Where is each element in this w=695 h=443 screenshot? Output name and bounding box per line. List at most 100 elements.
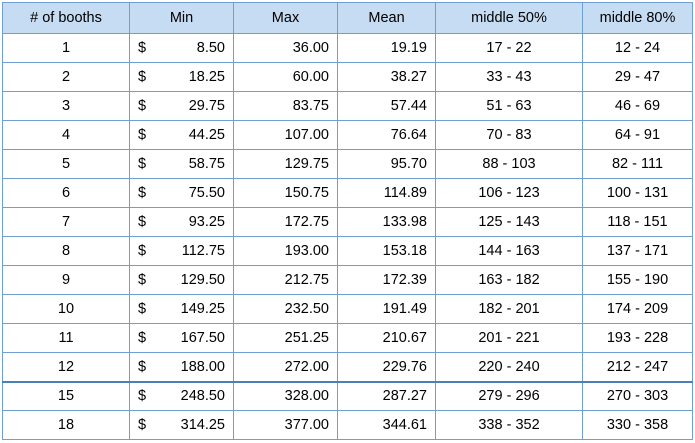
cell-max: 251.25 (233, 323, 338, 353)
cell-middle-80: 100 - 131 (582, 178, 693, 208)
cell-mean: 38.27 (337, 62, 436, 92)
cell-middle-50: 182 - 201 (435, 294, 583, 324)
cell-middle-80: 270 - 303 (582, 380, 693, 411)
min-value: 167.50 (180, 330, 225, 346)
header-row: # of booths Min Max Mean middle 50% midd… (2, 2, 693, 34)
header-middle-50: middle 50% (435, 2, 583, 34)
cell-mean: 229.76 (337, 352, 436, 382)
cell-mean: 114.89 (337, 178, 436, 208)
cell-min: $58.75 (129, 149, 234, 179)
cell-min: $314.25 (129, 410, 234, 440)
table-row: 9 $129.50 212.75 172.39 163 - 182 155 - 190 (2, 265, 693, 295)
min-value: 44.25 (188, 127, 225, 143)
cell-middle-50: 33 - 43 (435, 62, 583, 92)
cell-min: $248.50 (129, 380, 234, 411)
cell-min: $18.25 (129, 62, 234, 92)
cell-middle-50: 88 - 103 (435, 149, 583, 179)
table-row: 5 $58.75 129.75 95.70 88 - 103 82 - 111 (2, 149, 693, 179)
cell-booths: 15 (2, 380, 130, 411)
cell-max: 328.00 (233, 380, 338, 411)
cell-middle-50: 17 - 22 (435, 33, 583, 63)
min-value: 149.25 (180, 301, 225, 317)
cell-min: $112.75 (129, 236, 234, 266)
cell-booths: 6 (2, 178, 130, 208)
table-row: 15 $248.50 328.00 287.27 279 - 296 270 - 303 (2, 380, 693, 411)
currency-symbol: $ (138, 358, 147, 375)
cell-middle-80: 330 - 358 (582, 410, 693, 440)
cell-mean: 57.44 (337, 91, 436, 121)
table-row: 8 $112.75 193.00 153.18 144 - 163 137 - 171 (2, 236, 693, 266)
currency-symbol: $ (138, 40, 147, 56)
cell-max: 60.00 (233, 62, 338, 92)
cell-middle-50: 163 - 182 (435, 265, 583, 295)
cell-middle-50: 220 - 240 (435, 352, 583, 382)
cell-max: 36.00 (233, 33, 338, 63)
header-middle-80: middle 80% (582, 2, 693, 34)
min-value: 129.50 (180, 272, 225, 288)
cell-max: 172.75 (233, 207, 338, 237)
cell-min: $44.25 (129, 120, 234, 150)
currency-symbol: $ (138, 301, 147, 317)
cell-mean: 76.64 (337, 120, 436, 150)
cell-booths: 9 (2, 265, 130, 295)
min-value: 248.50 (180, 388, 225, 405)
cell-min: $129.50 (129, 265, 234, 295)
cell-middle-50: 70 - 83 (435, 120, 583, 150)
header-booths: # of booths (2, 2, 130, 34)
cell-max: 212.75 (233, 265, 338, 295)
currency-symbol: $ (138, 69, 147, 85)
cell-middle-80: 82 - 111 (582, 149, 693, 179)
table-body: 1 $8.50 36.00 19.19 17 - 22 12 - 24 2 $18.25 60.… (2, 33, 693, 440)
min-value: 29.75 (188, 98, 225, 114)
table-row: 18 $314.25 377.00 344.61 338 - 352 330 - 358 (2, 410, 693, 440)
cell-max: 129.75 (233, 149, 338, 179)
cell-mean: 95.70 (337, 149, 436, 179)
currency-symbol: $ (138, 98, 147, 114)
cell-min: $8.50 (129, 33, 234, 63)
cell-max: 107.00 (233, 120, 338, 150)
cell-middle-50: 125 - 143 (435, 207, 583, 237)
cell-booths: 3 (2, 91, 130, 121)
cell-min: $75.50 (129, 178, 234, 208)
table-row: 1 $8.50 36.00 19.19 17 - 22 12 - 24 (2, 33, 693, 63)
cell-middle-80: 193 - 228 (582, 323, 693, 353)
cell-min: $29.75 (129, 91, 234, 121)
cell-max: 150.75 (233, 178, 338, 208)
currency-symbol: $ (138, 214, 147, 230)
cell-mean: 191.49 (337, 294, 436, 324)
cell-booths: 10 (2, 294, 130, 324)
cell-middle-80: 174 - 209 (582, 294, 693, 324)
currency-symbol: $ (138, 417, 147, 433)
cell-booths: 5 (2, 149, 130, 179)
header-mean: Mean (337, 2, 436, 34)
cell-middle-80: 12 - 24 (582, 33, 693, 63)
table-row: 7 $93.25 172.75 133.98 125 - 143 118 - 151 (2, 207, 693, 237)
cell-middle-80: 155 - 190 (582, 265, 693, 295)
cell-middle-50: 338 - 352 (435, 410, 583, 440)
currency-symbol: $ (138, 272, 147, 288)
currency-symbol: $ (138, 185, 147, 201)
cell-mean: 133.98 (337, 207, 436, 237)
cell-booths: 8 (2, 236, 130, 266)
min-value: 314.25 (180, 417, 225, 433)
table-row: 12 $188.00 272.00 229.76 220 - 240 212 - 247 (2, 352, 693, 382)
cell-max: 272.00 (233, 352, 338, 382)
table-row: 3 $29.75 83.75 57.44 51 - 63 46 - 69 (2, 91, 693, 121)
cell-min: $93.25 (129, 207, 234, 237)
cell-booths: 4 (2, 120, 130, 150)
currency-symbol: $ (138, 127, 147, 143)
cell-middle-80: 212 - 247 (582, 352, 693, 382)
cell-mean: 19.19 (337, 33, 436, 63)
cell-mean: 153.18 (337, 236, 436, 266)
min-value: 58.75 (188, 156, 225, 172)
cell-middle-50: 201 - 221 (435, 323, 583, 353)
cell-max: 193.00 (233, 236, 338, 266)
min-value: 18.25 (188, 69, 225, 85)
min-value: 75.50 (188, 185, 225, 201)
cell-booths: 11 (2, 323, 130, 353)
cell-booths: 7 (2, 207, 130, 237)
cell-middle-50: 144 - 163 (435, 236, 583, 266)
currency-symbol: $ (138, 156, 147, 172)
cell-booths: 18 (2, 410, 130, 440)
cell-max: 83.75 (233, 91, 338, 121)
